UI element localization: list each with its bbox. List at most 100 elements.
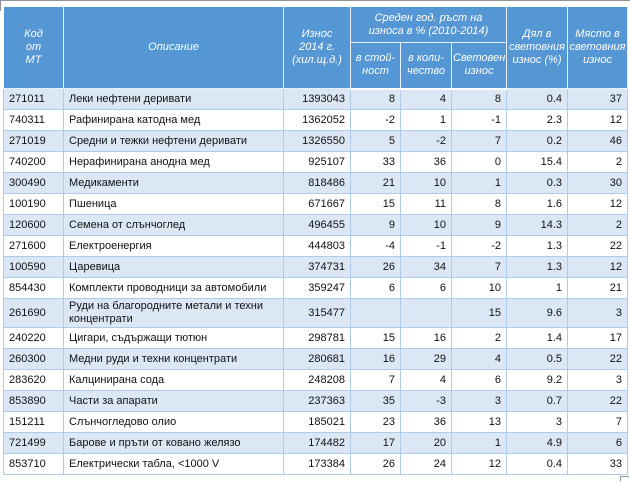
table-row: 853710 Електрически табла, <1000 V 17338… [3,453,629,475]
table-row: 283620 Калцинирана сода 248208 7 4 6 9.2… [3,369,629,391]
cell-description: Медикаменти [63,172,284,194]
cell-code: 283620 [3,369,64,391]
header-export-2014: Износ 2014 г. (хил.щ.д.) [283,6,351,89]
cell-export-2014: 315477 [283,298,351,328]
cell-code: 300490 [3,172,64,194]
cell-export-2014: 185021 [283,411,351,433]
cell-description: Средни и тежки нефтени деривати [63,130,284,152]
cell-description: Леки нефтени деривати [63,88,284,110]
cell-growth-quantity: 4 [400,88,452,110]
cell-description: Царевица [63,256,284,278]
cell-world-place: 12 [567,193,629,215]
table-row: 271011 Леки нефтени деривати 1393043 8 4… [3,88,629,110]
cell-world-share: 0.4 [506,453,569,475]
cell-growth-quantity: 36 [400,151,452,173]
table-row: 740311 Рафинирана катодна мед 1362052 -2… [3,109,629,131]
cell-growth-quantity: 4 [400,369,452,391]
cell-code: 721499 [3,432,64,454]
cell-growth-world: 15 [450,298,508,328]
cell-code: 271011 [3,88,64,110]
cell-world-place: 2 [567,151,629,173]
cell-export-2014: 925107 [283,151,351,173]
table-header: Код от МТ Описание Износ 2014 г. (хил.щ.… [3,6,629,90]
cell-world-share: 0.3 [506,172,569,194]
cell-world-place: 37 [567,88,629,110]
cell-world-place: 30 [567,172,629,194]
cell-world-place: 12 [567,256,629,278]
table-row: 854430 Комплекти проводници за автомобил… [3,277,629,299]
cell-world-share: 15.4 [506,151,569,173]
cell-growth-quantity [400,298,452,328]
cell-description: Рафинирана катодна мед [63,109,284,131]
cell-export-2014: 237363 [283,390,351,412]
table-corner-handle [620,476,629,481]
header-description: Описание [63,6,284,89]
table-row: 300490 Медикаменти 818486 21 10 1 0.3 30 [3,172,629,194]
cell-growth-quantity: 20 [400,432,452,454]
table-row: 721499 Барове и пръти от ковано желязо 1… [3,432,629,454]
cell-code: 151211 [3,411,64,433]
cell-growth-quantity: 34 [400,256,452,278]
cell-growth-quantity: 16 [400,327,452,349]
cell-world-share: 1.3 [506,256,569,278]
table-row: 240220 Цигари, съдържащи тютюн 298781 15… [3,327,629,349]
cell-world-place: 6 [567,432,629,454]
cell-growth-value: 33 [350,151,401,173]
cell-code: 261690 [3,298,64,328]
cell-growth-value: 26 [350,453,401,475]
cell-description: Слънчогледово олио [63,411,284,433]
table-row: 120600 Семена от слънчоглед 496455 9 10 … [3,214,629,236]
cell-world-place: 22 [567,390,629,412]
cell-growth-value [350,298,401,328]
cell-growth-world: 13 [450,411,508,433]
table-row: 100590 Царевица 374731 26 34 7 1.3 12 [3,256,629,278]
cell-world-place: 7 [567,411,629,433]
header-code: Код от МТ [3,6,64,89]
cell-world-share: 0.5 [506,348,569,370]
cell-description: Нерафинирана анодна мед [63,151,284,173]
cell-growth-world: 8 [450,88,508,110]
cell-description: Електрически табла, <1000 V [63,453,284,475]
table-row: 853890 Части за апарати 237363 35 -3 3 0… [3,390,629,412]
cell-world-place: 21 [567,277,629,299]
cell-growth-world: 7 [450,256,508,278]
header-world-share: Дял в световния износ (%) [506,6,569,89]
cell-code: 100190 [3,193,64,215]
cell-growth-quantity: -3 [400,390,452,412]
cell-world-place: 22 [567,348,629,370]
cell-description: Електроенергия [63,235,284,257]
cell-growth-world: 1 [450,432,508,454]
cell-code: 271019 [3,130,64,152]
cell-growth-world: 0 [450,151,508,173]
cell-growth-value: 15 [350,327,401,349]
cell-world-share: 3 [506,411,569,433]
cell-description: Медни руди и техни концентрати [63,348,284,370]
export-statistics-table: Код от МТ Описание Износ 2014 г. (хил.щ.… [3,6,629,475]
cell-world-share: 9.6 [506,298,569,328]
cell-growth-world: 6 [450,369,508,391]
cell-growth-value: 26 [350,256,401,278]
cell-export-2014: 359247 [283,277,351,299]
cell-export-2014: 298781 [283,327,351,349]
cell-export-2014: 374731 [283,256,351,278]
cell-description: Калцинирана сода [63,369,284,391]
page-left-border-tick [0,0,1,11]
table-row: 261690 Руди на благородните метали и тех… [3,298,629,328]
cell-code: 853890 [3,390,64,412]
cell-description: Семена от слънчоглед [63,214,284,236]
cell-growth-world: 12 [450,453,508,475]
cell-code: 260300 [3,348,64,370]
cell-growth-quantity: 6 [400,277,452,299]
cell-world-share: 0.7 [506,390,569,412]
cell-growth-quantity: 1 [400,109,452,131]
cell-export-2014: 280681 [283,348,351,370]
cell-growth-world: 3 [450,390,508,412]
cell-world-share: 9.2 [506,369,569,391]
cell-growth-quantity: 10 [400,172,452,194]
cell-description: Цигари, съдържащи тютюн [63,327,284,349]
cell-code: 271600 [3,235,64,257]
cell-world-share: 1.3 [506,235,569,257]
cell-export-2014: 174482 [283,432,351,454]
cell-world-share: 1 [506,277,569,299]
cell-world-share: 14.3 [506,214,569,236]
